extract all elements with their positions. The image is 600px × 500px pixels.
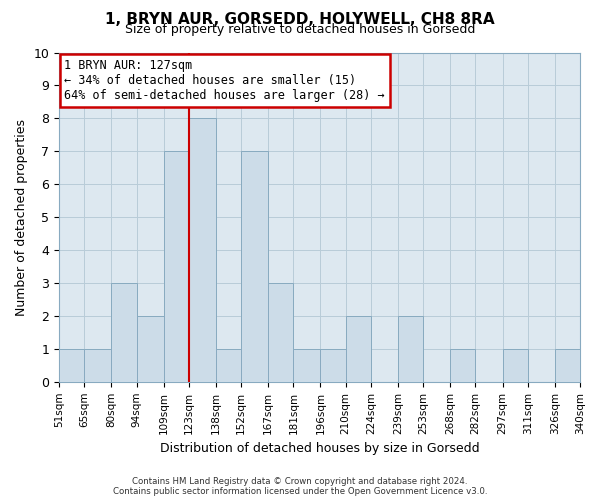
Text: 1 BRYN AUR: 127sqm
← 34% of detached houses are smaller (15)
64% of semi-detache: 1 BRYN AUR: 127sqm ← 34% of detached hou… [64, 59, 385, 102]
Bar [555, 349, 580, 382]
Bar [112, 283, 137, 382]
X-axis label: Distribution of detached houses by size in Gorsedd: Distribution of detached houses by size … [160, 442, 479, 455]
Y-axis label: Number of detached properties: Number of detached properties [15, 118, 28, 316]
Text: Size of property relative to detached houses in Gorsedd: Size of property relative to detached ho… [125, 22, 475, 36]
Bar [85, 349, 112, 382]
Bar [346, 316, 371, 382]
Bar [398, 316, 423, 382]
Text: Contains HM Land Registry data © Crown copyright and database right 2024.
Contai: Contains HM Land Registry data © Crown c… [113, 476, 487, 496]
Bar [137, 316, 164, 382]
Bar [59, 349, 85, 382]
Bar [293, 349, 320, 382]
Bar [268, 283, 293, 382]
Bar [450, 349, 475, 382]
Bar [503, 349, 528, 382]
Bar [320, 349, 346, 382]
Bar [216, 349, 241, 382]
Text: 1, BRYN AUR, GORSEDD, HOLYWELL, CH8 8RA: 1, BRYN AUR, GORSEDD, HOLYWELL, CH8 8RA [105, 12, 495, 28]
Bar [164, 152, 189, 382]
Bar [241, 152, 268, 382]
Bar [189, 118, 216, 382]
